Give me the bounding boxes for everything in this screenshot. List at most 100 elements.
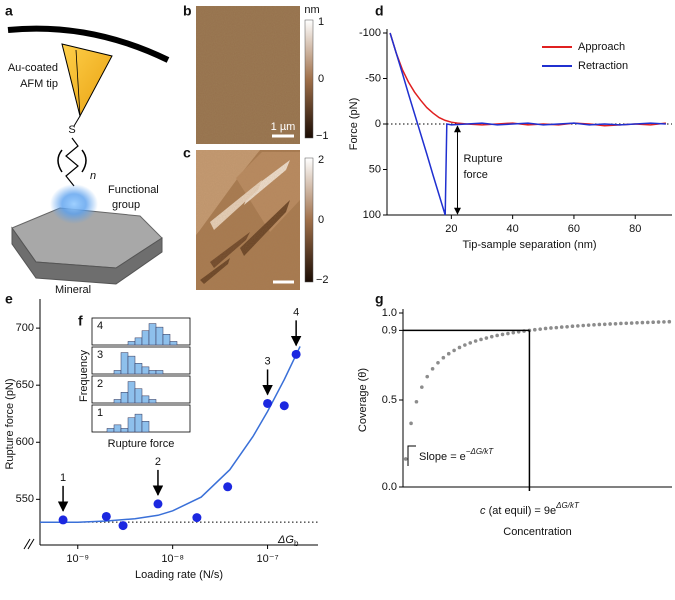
x-tick-label: 40 [507, 223, 519, 235]
data-point [549, 326, 553, 330]
data-point [192, 513, 202, 523]
colorbar-label: 1 [318, 16, 324, 28]
data-point [586, 323, 591, 327]
y-tick-label: 650 [16, 379, 34, 391]
data-point [667, 319, 672, 324]
x-tick-label: 20 [445, 223, 457, 235]
data-point [101, 511, 111, 521]
y-tick-label: 550 [16, 493, 34, 505]
hist-panel-label: 3 [97, 349, 103, 361]
afm-schematic: Au-coated AFM tip S n Functional group M… [7, 25, 170, 296]
group-label: group [112, 199, 140, 211]
hist-bar [113, 399, 122, 404]
tip-label: AFM tip [20, 78, 58, 90]
data-point [619, 321, 623, 326]
data-point [629, 321, 634, 325]
equil-text: (at equil) = 9e [486, 505, 557, 517]
colorbar-label: −1 [316, 130, 329, 142]
data-point [538, 327, 542, 331]
data-point [468, 341, 473, 345]
hist-bar [127, 381, 136, 404]
data-point [635, 320, 639, 325]
annotation: force [463, 169, 487, 181]
data-point [576, 324, 580, 328]
tip-edge [75, 49, 81, 117]
tip [61, 43, 113, 118]
hist-bar [134, 337, 143, 346]
data-point [662, 320, 666, 324]
data-point [651, 320, 655, 325]
y-tick-label: 1.0 [382, 307, 397, 319]
panel-label: g [375, 291, 384, 307]
panel-label: d [375, 3, 384, 19]
data-point [543, 326, 548, 331]
hist-bar [113, 424, 122, 433]
data-point [645, 320, 650, 325]
chain [65, 137, 79, 187]
hist-panel-label: 4 [97, 320, 103, 332]
x-axis-label: Loading rate (N/s) [135, 569, 223, 581]
data-point [570, 324, 575, 329]
afm-image-c: 2 0 −2 [196, 150, 329, 290]
equil-c: c [480, 505, 486, 517]
data-point [291, 349, 301, 359]
data-point [263, 398, 273, 408]
data-point [581, 323, 586, 328]
x-tick-label: 10⁻⁹ [66, 553, 89, 565]
data-point [452, 348, 456, 353]
legend-label: Approach [578, 41, 625, 53]
panel-label: c [183, 145, 191, 161]
panel-label: a [5, 3, 13, 19]
hist-panel-label: 1 [97, 407, 103, 419]
hist-bar [141, 395, 150, 404]
data-point [430, 367, 435, 371]
colorbar-label: 0 [318, 73, 324, 85]
data-point [495, 333, 499, 338]
y-tick-label: 0 [375, 118, 381, 130]
point-label: 1 [60, 472, 66, 484]
panel-label: f [78, 313, 83, 329]
image-texture [196, 6, 300, 144]
slope-exp: −ΔG/kT [466, 447, 494, 456]
data-point [533, 327, 537, 332]
reference-label-sub: b [294, 539, 299, 548]
y-tick-label: 100 [363, 209, 381, 221]
equil-exp: ΔG/kT [555, 501, 580, 510]
hist-bar [120, 392, 129, 404]
y-tick-label: 0.5 [382, 394, 397, 406]
data-point [403, 457, 408, 461]
x-axis-label: Rupture force [108, 438, 175, 450]
data-point [500, 332, 505, 337]
colorbar [304, 157, 314, 283]
hist-bar [127, 341, 136, 346]
afm-image-b: 1 µm nm 1 0 −1 [196, 4, 329, 144]
y-tick-label: -100 [359, 27, 381, 39]
data-point [279, 401, 289, 411]
y-tick-label: 700 [16, 322, 34, 334]
hist-bar [127, 355, 136, 375]
mineral-side [11, 226, 163, 285]
series-line [389, 32, 666, 216]
point-label: 3 [265, 355, 271, 367]
hist-bar [148, 399, 157, 404]
data-point [414, 399, 419, 404]
y-axis-label: Rupture force (pN) [4, 378, 16, 469]
data-point [473, 339, 478, 343]
data-point [409, 421, 413, 426]
x-tick-label: 60 [568, 223, 580, 235]
data-point [640, 320, 645, 325]
hist-bar [120, 352, 129, 375]
image-texture [196, 150, 300, 290]
hist-bar [120, 428, 129, 433]
hist-bar [134, 363, 143, 375]
y-tick-label: 600 [16, 436, 34, 448]
mineral-label: Mineral [55, 284, 91, 296]
colorbar [304, 19, 314, 139]
data-point [223, 482, 233, 492]
reference-label-main: ΔG [277, 534, 294, 546]
functional-group [50, 184, 98, 224]
y-axis-label: Frequency [78, 350, 90, 402]
colorbar-label: −2 [316, 274, 329, 286]
hist-panel-label: 2 [97, 378, 103, 390]
data-point [511, 330, 516, 335]
